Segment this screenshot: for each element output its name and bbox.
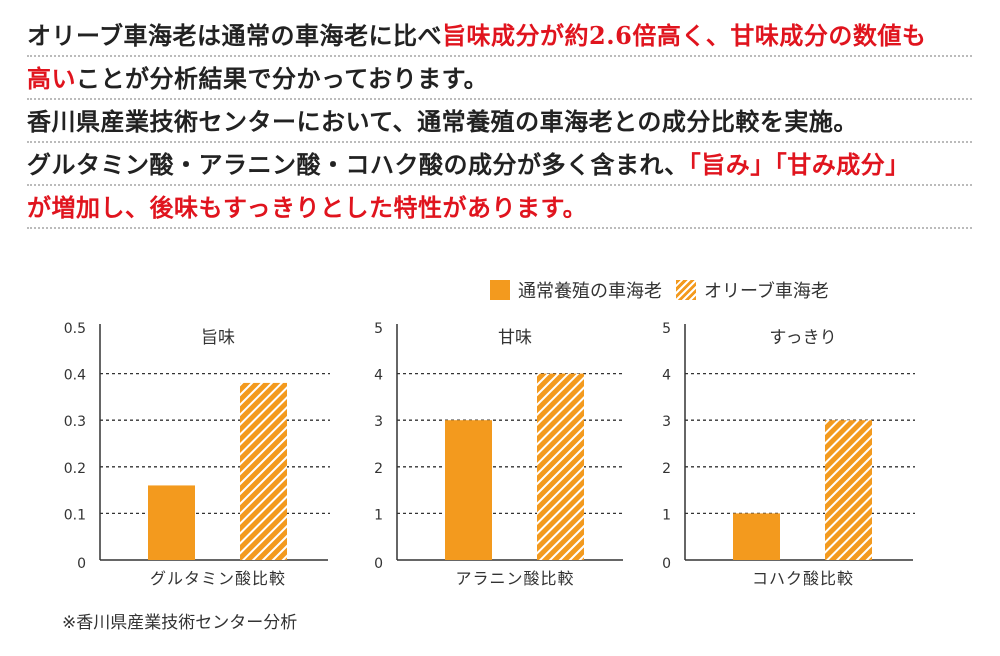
bar-olive — [825, 420, 872, 560]
legend-label: 通常養殖の車海老 — [518, 281, 662, 302]
chart-title: 旨味 — [201, 328, 235, 348]
y-tick-label: 0 — [374, 556, 383, 572]
body-text: オリーブ車海老は通常の車海老に比べ — [27, 21, 443, 50]
y-tick-label: 0 — [77, 556, 86, 572]
legend-item-olive: オリーブ車海老 — [676, 277, 829, 303]
y-tick-label: 0.5 — [64, 321, 86, 337]
legend-label: オリーブ車海老 — [704, 281, 829, 302]
y-tick-label: 4 — [374, 368, 383, 384]
y-tick-label: 0.2 — [64, 461, 86, 477]
x-axis-label: アラニン酸比較 — [455, 569, 574, 588]
paragraph-line: が増加し、後味もすっきりとした特性があります。 — [27, 186, 972, 229]
x-axis-label: コハク酸比較 — [752, 569, 854, 588]
x-axis-label: グルタミン酸比較 — [150, 569, 286, 588]
bar-normal — [733, 513, 780, 560]
body-text: グルタミン酸・アラニン酸・コハク酸の成分が多く含まれ、 — [27, 150, 689, 179]
y-tick-label: 3 — [374, 414, 383, 430]
y-tick-label: 2 — [662, 461, 671, 477]
body-text: ことが分析結果で分かっております。 — [76, 64, 489, 93]
bar-normal — [445, 420, 492, 560]
y-tick-label: 1 — [374, 507, 383, 523]
y-tick-label: 5 — [662, 321, 671, 337]
source-note: ※香川県産業技術センター分析 — [62, 613, 298, 633]
description-paragraph: オリーブ車海老は通常の車海老に比べ旨味成分が約2.6倍高く、甘味成分の数値も 高い… — [27, 14, 972, 229]
bar-olive — [537, 373, 584, 560]
y-tick-label: 4 — [662, 368, 671, 384]
paragraph-line: 高いことが分析結果で分かっております。 — [27, 57, 972, 100]
emphasis-text: 「旨み」「甘み成分」 — [688, 150, 910, 179]
bar-normal — [148, 485, 195, 560]
chart-title: すっきり — [769, 328, 836, 348]
paragraph-line: 香川県産業技術センターにおいて、通常養殖の車海老との成分比較を実施。 — [27, 100, 972, 143]
y-tick-label: 0.4 — [64, 368, 86, 384]
y-tick-label: 2 — [374, 461, 383, 477]
y-tick-label: 0.1 — [64, 507, 86, 523]
solid-swatch-icon — [490, 280, 510, 300]
bar-olive — [240, 382, 287, 560]
chart-legend: 通常養殖の車海老 オリーブ車海老 — [490, 277, 843, 303]
body-text: 香川県産業技術センターにおいて、通常養殖の車海老との成分比較を実施。 — [27, 107, 858, 136]
legend-item-normal: 通常養殖の車海老 — [490, 277, 662, 303]
hatched-swatch-icon — [676, 280, 696, 300]
y-tick-label: 0.3 — [64, 414, 86, 430]
y-tick-label: 5 — [374, 321, 383, 337]
emphasis-text: 高い — [27, 64, 76, 93]
paragraph-line: オリーブ車海老は通常の車海老に比べ旨味成分が約2.6倍高く、甘味成分の数値も — [27, 14, 972, 57]
paragraph-line: グルタミン酸・アラニン酸・コハク酸の成分が多く含まれ、「旨み」「甘み成分」 — [27, 143, 972, 186]
emphasis-text: 旨味成分が約2.6倍高く、甘味成分の数値も — [442, 21, 927, 50]
chart-title: 甘味 — [498, 328, 532, 348]
emphasis-text: が増加し、後味もすっきりとした特性があります。 — [27, 193, 588, 222]
y-tick-label: 3 — [662, 414, 671, 430]
y-tick-label: 1 — [662, 507, 671, 523]
y-tick-label: 0 — [662, 556, 671, 572]
